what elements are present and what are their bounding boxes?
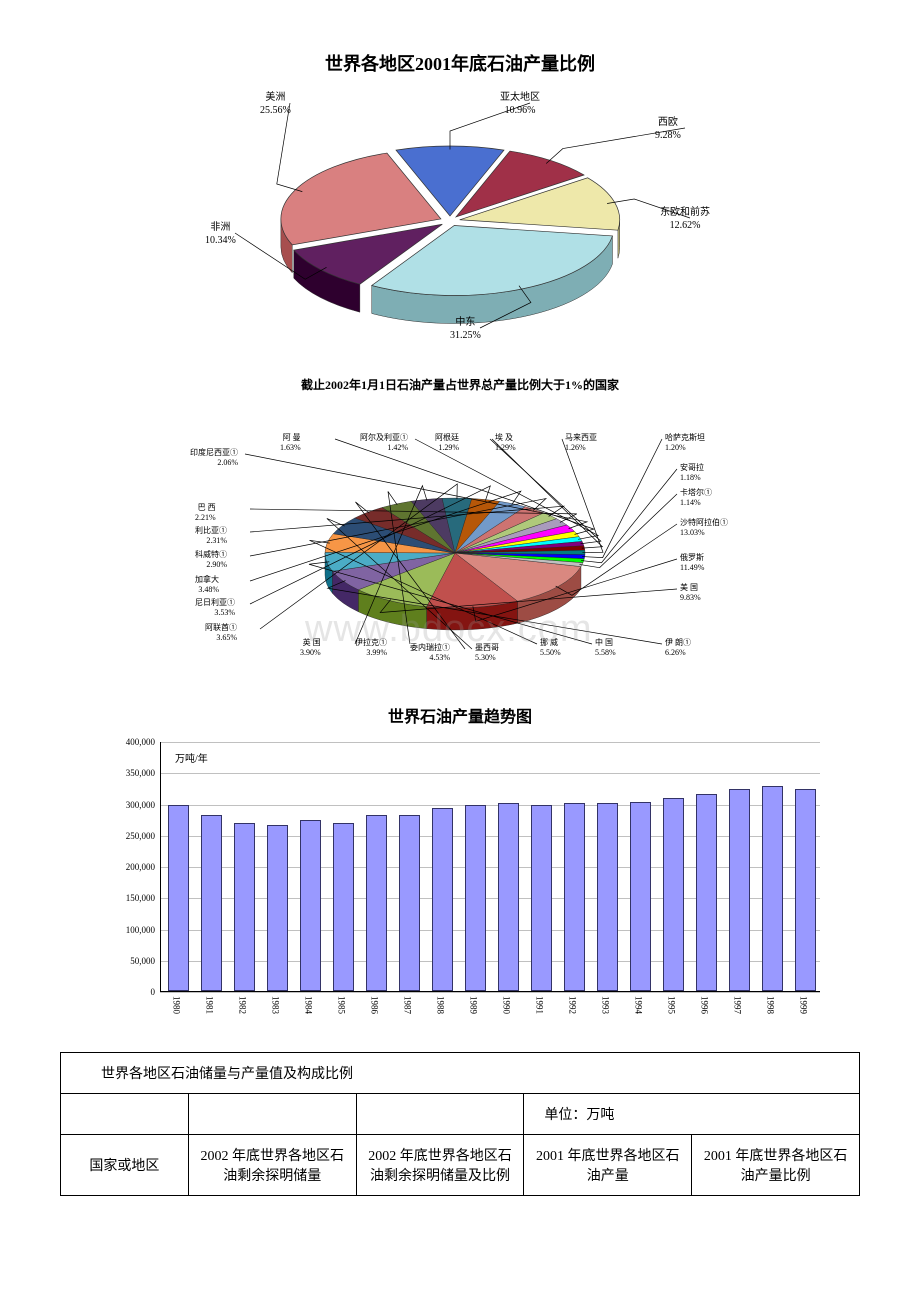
x-label: 1982 xyxy=(238,996,248,1014)
x-label: 1981 xyxy=(205,996,215,1014)
bar xyxy=(399,815,419,991)
bar xyxy=(201,815,221,991)
pie-regions-title: 世界各地区2001年底石油产量比例 xyxy=(60,50,860,76)
bar xyxy=(696,794,716,991)
table-blank-1 xyxy=(61,1094,189,1135)
bar xyxy=(498,803,518,991)
bar xyxy=(531,805,551,991)
bar xyxy=(432,808,452,991)
pie-countries-title: 截止2002年1月1日石油产量占世界总产量比例大于1%的国家 xyxy=(60,376,860,393)
pie-countries-chart: 沙特阿拉伯①13.03% 俄罗斯11.49% 美 国9.83% 伊 朗①6.26% 中 … xyxy=(135,408,785,678)
bar xyxy=(762,786,782,991)
table-blank-3 xyxy=(356,1094,524,1135)
x-label: 1993 xyxy=(601,996,611,1014)
x-label: 1989 xyxy=(469,996,479,1014)
pie-region-label: 美洲25.56% xyxy=(260,91,291,117)
bar xyxy=(267,825,287,991)
table-header-1: 2002 年底世界各地区石油剩余探明储量 xyxy=(188,1135,356,1196)
x-label: 1991 xyxy=(535,996,545,1014)
pie-country-label: 阿 曼1.63% xyxy=(280,433,301,454)
pie-region-label: 东欧和前苏12.62% xyxy=(660,206,710,232)
bar xyxy=(333,823,353,991)
pie-country-label: 阿尔及利亚①1.42% xyxy=(360,433,408,454)
pie-region-label: 西欧9.28% xyxy=(655,116,681,142)
pie-country-label: 埃 及1.29% xyxy=(495,433,516,454)
pie-country-label: 中 国5.58% xyxy=(595,638,616,659)
table-header-0: 国家或地区 xyxy=(61,1135,189,1196)
pie-country-label: 科威特①2.90% xyxy=(195,550,227,571)
bar xyxy=(564,803,584,991)
bar-unit-label: 万吨/年 xyxy=(175,750,208,765)
pie-country-label: 加拿大3.48% xyxy=(195,575,219,596)
bar xyxy=(300,820,320,991)
pie-country-label: 伊 朗①6.26% xyxy=(665,638,691,659)
bar xyxy=(729,789,749,991)
bar xyxy=(795,789,815,991)
bar-chart: 050,000100,000150,000200,000250,000300,0… xyxy=(100,742,820,1022)
x-label: 1983 xyxy=(271,996,281,1014)
pie-country-label: 伊拉克①3.99% xyxy=(355,638,387,659)
x-label: 1986 xyxy=(370,996,380,1014)
table-unit: 单位：万吨 xyxy=(524,1094,860,1135)
pie-country-label: 马来西亚1.26% xyxy=(565,433,597,454)
pie-country-label: 挪 威5.50% xyxy=(540,638,561,659)
plot-area xyxy=(160,742,820,992)
pie-region-label: 亚太地区10.96% xyxy=(500,91,540,117)
bar xyxy=(630,802,650,992)
bar xyxy=(168,805,188,991)
table-header-2: 2002 年底世界各地区石油剩余探明储量及比例 xyxy=(356,1135,524,1196)
pie-region-label: 中东31.25% xyxy=(450,316,481,342)
pie-country-label: 阿联酋①3.65% xyxy=(205,623,237,644)
x-label: 1992 xyxy=(568,996,578,1014)
table-header-4: 2001 年底世界各地区石油产量比例 xyxy=(692,1135,860,1196)
x-label: 1997 xyxy=(733,996,743,1014)
bar xyxy=(465,805,485,991)
pie-country-label: 安哥拉1.18% xyxy=(680,463,704,484)
pie-region-label: 非洲10.34% xyxy=(205,221,236,247)
bar xyxy=(597,803,617,991)
bar xyxy=(663,798,683,991)
pie-country-label: 美 国9.83% xyxy=(680,583,701,604)
x-label: 1994 xyxy=(634,996,644,1014)
reserves-table: 世界各地区石油储量与产量值及构成比例 单位：万吨 国家或地区 2002 年底世界… xyxy=(60,1052,860,1196)
pie-country-label: 巴 西2.21% xyxy=(195,503,216,524)
x-label: 1984 xyxy=(304,996,314,1014)
table-blank-2 xyxy=(188,1094,356,1135)
pie-country-label: 印度尼西亚①2.06% xyxy=(190,448,238,469)
x-label: 1990 xyxy=(502,996,512,1014)
bar-chart-title: 世界石油产量趋势图 xyxy=(60,703,860,727)
bar xyxy=(234,823,254,991)
pie-country-label: 墨西哥5.30% xyxy=(475,643,499,664)
pie-country-label: 利比亚①2.31% xyxy=(195,526,227,547)
x-label: 1995 xyxy=(667,996,677,1014)
x-label: 1996 xyxy=(700,996,710,1014)
pie-country-label: 卡塔尔①1.14% xyxy=(680,488,712,509)
pie-country-label: 俄罗斯11.49% xyxy=(680,553,704,574)
pie-country-label: 委内瑞拉①4.53% xyxy=(410,643,450,664)
grid-line xyxy=(160,992,820,993)
pie-regions-chart: 亚太地区10.96% 西欧9.28% 东欧和前苏12.62% 中东31.25% 非洲10… xyxy=(150,91,770,351)
bar xyxy=(366,815,386,991)
pie-country-label: 英 国3.90% xyxy=(300,638,321,659)
pie-country-label: 沙特阿拉伯①13.03% xyxy=(680,518,728,539)
pie-country-label: 阿根廷1.29% xyxy=(435,433,459,454)
x-label: 1998 xyxy=(766,996,776,1014)
table-title: 世界各地区石油储量与产量值及构成比例 xyxy=(61,1053,860,1094)
x-label: 1988 xyxy=(436,996,446,1014)
x-label: 1985 xyxy=(337,996,347,1014)
x-label: 1987 xyxy=(403,996,413,1014)
x-label: 1999 xyxy=(799,996,809,1014)
table-header-3: 2001 年底世界各地区石油产量 xyxy=(524,1135,692,1196)
pie-country-label: 哈萨克斯坦1.20% xyxy=(665,433,705,454)
pie-country-label: 尼日利亚①3.53% xyxy=(195,598,235,619)
x-label: 1980 xyxy=(172,996,182,1014)
y-tick: 400,000 xyxy=(126,737,155,747)
